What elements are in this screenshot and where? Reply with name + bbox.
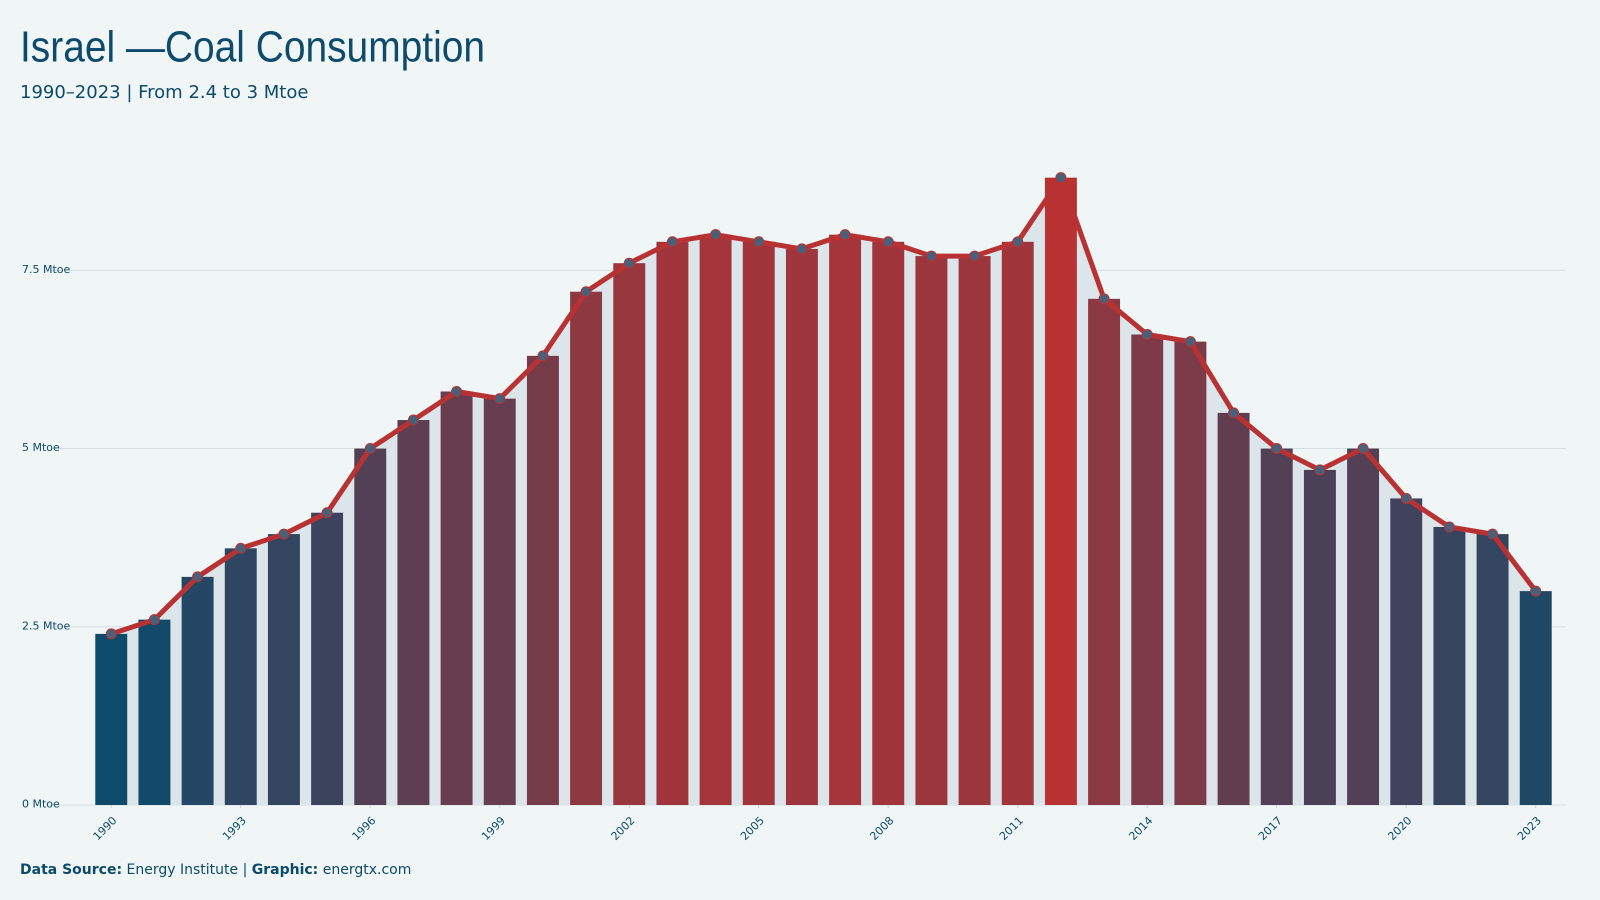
point	[1400, 492, 1412, 504]
point	[1271, 443, 1283, 455]
point	[753, 236, 765, 248]
bar	[1044, 177, 1077, 806]
bar	[699, 234, 732, 805]
bar	[1433, 526, 1466, 805]
x-tick-label: 1999	[479, 814, 508, 843]
point	[1357, 443, 1369, 455]
bar	[483, 398, 516, 805]
x-tick-label: 1990	[91, 814, 120, 843]
bar	[181, 576, 214, 805]
point	[969, 250, 981, 262]
point	[321, 507, 333, 519]
bar	[354, 448, 387, 805]
point	[1098, 293, 1110, 305]
bar	[785, 248, 818, 805]
point	[148, 614, 160, 626]
bar	[613, 263, 646, 805]
point	[1228, 407, 1240, 419]
bar	[1390, 498, 1423, 805]
bar	[526, 355, 559, 805]
credit-label: Graphic:	[252, 862, 319, 878]
point	[796, 243, 808, 255]
x-tick-label: 2005	[738, 814, 767, 843]
point	[1487, 528, 1499, 540]
x-tick-label: 1996	[350, 814, 379, 843]
point	[1012, 236, 1024, 248]
bar	[829, 234, 862, 805]
bar	[397, 420, 430, 805]
bar	[1519, 591, 1552, 805]
x-tick-label: 2023	[1515, 814, 1544, 843]
bar	[1303, 469, 1336, 805]
line	[110, 175, 1538, 637]
bar	[224, 548, 257, 805]
bar	[1001, 241, 1034, 805]
point	[494, 393, 506, 405]
y-tick-label: 5 Mtoe	[22, 441, 60, 454]
bar	[915, 256, 948, 805]
bar	[440, 391, 473, 805]
chart-subtitle: 1990–2023 | From 2.4 to 3 Mtoe	[20, 82, 308, 103]
x-tick-label: 2017	[1256, 814, 1285, 843]
point	[192, 571, 204, 583]
x-tick-label: 2020	[1385, 814, 1414, 843]
bar	[1260, 448, 1293, 805]
point	[105, 628, 117, 640]
point	[451, 386, 463, 398]
bar	[742, 241, 775, 805]
separator: |	[243, 862, 248, 878]
chart-title: Israel —Coal Consumption	[20, 23, 485, 72]
x-tick-label: 2011	[997, 814, 1026, 843]
point	[666, 236, 678, 248]
bar	[872, 241, 905, 805]
bar	[95, 633, 128, 805]
y-tick-label: 2.5 Mtoe	[22, 619, 71, 632]
point	[407, 414, 419, 426]
bar	[1476, 534, 1509, 805]
bar	[1174, 341, 1207, 805]
bar	[1088, 298, 1121, 805]
bar	[1347, 448, 1380, 805]
point	[925, 250, 937, 262]
x-tick-label: 2014	[1126, 814, 1155, 843]
bar	[138, 619, 171, 805]
bar	[267, 534, 300, 805]
bar	[311, 512, 344, 805]
point	[623, 257, 635, 269]
bar	[958, 256, 991, 805]
bar	[1131, 334, 1164, 805]
y-tick-label: 7.5 Mtoe	[22, 263, 71, 276]
bar	[1217, 412, 1250, 805]
point	[882, 236, 894, 248]
point	[1141, 328, 1153, 340]
point	[1184, 336, 1196, 348]
x-tick-label: 2002	[609, 814, 638, 843]
x-tick-label: 1993	[220, 814, 249, 843]
point	[1314, 464, 1326, 476]
footer: Data Source: Energy Institute | Graphic:…	[20, 862, 411, 878]
point	[1530, 585, 1542, 597]
point	[364, 443, 376, 455]
point	[278, 528, 290, 540]
point	[710, 229, 722, 241]
bar	[656, 241, 689, 805]
bar	[570, 291, 603, 805]
point	[235, 542, 247, 554]
x-tick-label: 2008	[867, 814, 896, 843]
y-tick-label: 0 Mtoe	[22, 798, 60, 811]
point	[1443, 521, 1455, 533]
source-label: Data Source:	[20, 862, 122, 878]
source: Energy Institute	[127, 862, 239, 878]
point	[839, 229, 851, 241]
point	[537, 350, 549, 362]
credit: energtx.com	[323, 862, 412, 878]
point	[1055, 172, 1067, 184]
point	[580, 286, 592, 298]
